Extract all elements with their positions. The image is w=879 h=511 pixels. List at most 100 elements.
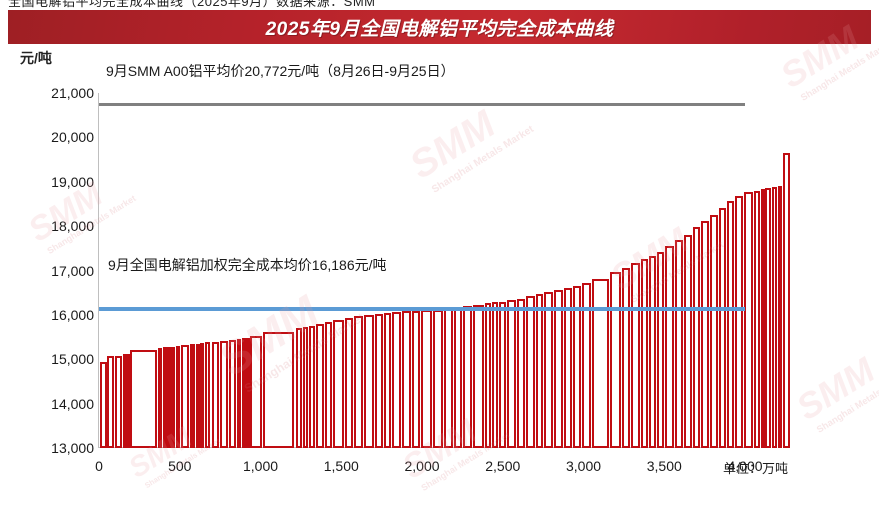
cost-curve-bar — [245, 337, 250, 448]
x-axis-tick: 1,000 — [242, 458, 279, 474]
cost-curve-bar — [783, 152, 791, 448]
cost-curve-bar — [114, 355, 122, 448]
cost-curve-bar — [220, 340, 229, 448]
cost-curve-bar — [657, 251, 665, 448]
cost-curve-bar — [99, 362, 107, 448]
x-axis-tick: 500 — [168, 458, 192, 474]
cost-curve-bar — [392, 312, 402, 448]
cost-curve-bar — [778, 186, 783, 448]
cost-curve-bar — [195, 343, 200, 448]
top-cut-text-strip: 全国电解铝平均完全成本曲线（2025年9月）数据来源：SMM — [0, 0, 879, 10]
y-axis-tick: 18,000 — [51, 218, 94, 235]
cost-curve-bar — [250, 336, 263, 448]
cost-curve-bar — [564, 288, 573, 448]
cost-curve-bar — [236, 338, 242, 448]
cost-curve-bar — [526, 296, 536, 448]
cost-curve-bar — [771, 187, 778, 448]
x-axis-tick: 2,500 — [485, 458, 521, 474]
cost-curve-bar — [171, 346, 176, 448]
x-axis-tick: 4,000 — [727, 458, 763, 474]
y-axis-tick-labels: 21,000 20,000 19,000 18,000 17,000 16,000 15,0… — [8, 0, 94, 499]
cost-curve-bar — [263, 331, 295, 448]
cost-curve-bar — [573, 285, 582, 448]
cost-curve-bar — [402, 311, 411, 448]
cost-curve-bar — [674, 240, 683, 448]
y-axis-tick: 17,000 — [51, 262, 94, 279]
cost-curve-bar — [591, 278, 610, 448]
cost-curve-bar — [701, 220, 710, 448]
cost-curve-bar — [353, 315, 363, 448]
cost-curve-bar — [683, 235, 692, 448]
cost-curve-bar — [443, 309, 453, 448]
cost-curve-bar — [126, 353, 131, 448]
cost-curve-bar — [536, 293, 544, 448]
cost-curve-bar — [553, 290, 564, 448]
cost-curve-bar — [743, 192, 754, 448]
x-axis-tick: 3,000 — [565, 458, 602, 474]
y-axis-tick: 20,000 — [51, 129, 94, 146]
cost-curve-bar — [726, 201, 734, 448]
cost-curve-bar — [621, 267, 631, 448]
cost-curve-bar — [309, 325, 316, 448]
y-axis-line — [98, 93, 99, 448]
cost-curve-bar — [190, 344, 196, 448]
cost-curve-bar — [199, 343, 204, 448]
y-axis-tick: 14,000 — [51, 395, 94, 412]
cost-curve-bar — [760, 188, 765, 448]
cost-curve-bar — [180, 345, 190, 448]
cost-curve-bar — [122, 353, 127, 448]
cost-curve-bar — [411, 310, 421, 448]
cost-curve-bar — [463, 306, 473, 448]
cost-curve-bar — [421, 310, 432, 448]
cost-curve-bar — [665, 245, 674, 448]
cost-curve-plot-area — [99, 93, 791, 448]
cost-curve-bar — [710, 214, 718, 448]
smm-a00-price-reference-line — [99, 103, 745, 107]
y-axis-tick: 15,000 — [51, 351, 94, 368]
cost-curve-bar — [544, 291, 553, 448]
x-axis-tick-labels: 0 500 1,000 1,500 2,000 2,500 3,000 3,500 4,000 — [0, 458, 879, 482]
cost-curve-bar — [453, 306, 463, 448]
cost-curve-bar — [363, 314, 374, 448]
cost-curve-bar — [765, 187, 771, 448]
cost-curve-bar — [295, 328, 302, 448]
cost-curve-bar — [158, 347, 163, 448]
svg-text:Shanghai Metals Market: Shanghai Metals Market — [815, 369, 879, 436]
cost-curve-bar — [610, 272, 621, 448]
chart-title-banner: 2025年9月全国电解铝平均完全成本曲线 — [8, 10, 871, 44]
cost-curve-bar — [734, 195, 743, 448]
cost-curve-bar — [506, 300, 516, 448]
cost-curve-bar — [175, 346, 180, 448]
cost-curve-bar — [649, 256, 657, 448]
cost-curve-bar — [631, 263, 641, 448]
cost-curve-bar — [516, 298, 526, 448]
cost-curve-bar — [316, 323, 324, 448]
x-axis-tick: 1,500 — [323, 458, 359, 474]
y-axis-tick: 21,000 — [51, 85, 94, 101]
cost-curve-bar — [582, 282, 591, 448]
cost-curve-bar — [212, 341, 220, 448]
cost-curve-bar — [498, 301, 506, 448]
cost-curve-bar — [107, 356, 115, 448]
cost-curve-bar — [718, 207, 726, 448]
cost-curve-bar — [432, 310, 443, 448]
x-axis-unit-label: 单位：万吨 — [723, 461, 789, 476]
cost-line-annotation: 9月全国电解铝加权完全成本均价16,186元/吨 — [108, 257, 387, 273]
y-axis-tick: 13,000 — [51, 440, 94, 456]
y-axis-tick: 19,000 — [51, 173, 94, 190]
cost-curve-bar — [383, 312, 392, 448]
cost-curve-bar — [692, 227, 701, 448]
cost-curve-bar — [345, 317, 353, 448]
cost-curve-bar — [302, 327, 309, 448]
price-line-annotation: 9月SMM A00铝平均价20,772元/吨（8月26日-9月25日） — [106, 63, 455, 79]
cost-curve-bar — [204, 342, 211, 448]
cost-curve-bar — [492, 302, 498, 448]
cost-curve-bar — [754, 190, 760, 448]
cost-curve-bar — [241, 338, 246, 448]
cost-curve-bar — [473, 304, 485, 448]
cost-curve-bar — [485, 303, 492, 448]
cost-curve-bar — [130, 350, 158, 448]
cost-curve-bar — [162, 347, 167, 448]
weighted-average-cost-reference-line — [99, 306, 745, 311]
